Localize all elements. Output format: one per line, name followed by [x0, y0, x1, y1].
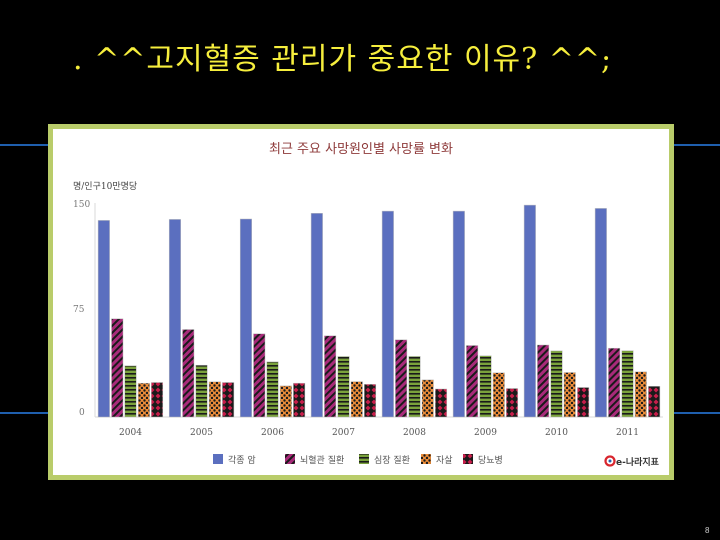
legend-label-1: 뇌혈관 질환: [300, 454, 344, 466]
bar-2006-series-1: [253, 333, 266, 418]
x-tick-label: 2011: [616, 428, 639, 438]
logo: e-나라지표: [604, 455, 660, 468]
bar-2009-series-0: [452, 210, 465, 418]
bar-2011-series-4: [648, 386, 661, 418]
page-number: 8: [705, 526, 710, 535]
legend-swatch-3: [421, 454, 431, 464]
y-tick-label-75: 75: [73, 305, 85, 315]
legend-label-0: 각종 암: [228, 454, 256, 466]
bar-2010-series-0: [523, 204, 536, 418]
bar-2011-series-1: [608, 347, 621, 418]
bar-2006-series-3: [279, 385, 292, 418]
bar-2008-series-3: [421, 379, 434, 418]
bar-2009-series-4: [506, 388, 519, 418]
bar-2007-series-4: [364, 384, 377, 418]
y-tick-label-150: 150: [73, 200, 90, 210]
legend-label-3: 자살: [436, 455, 453, 466]
bar-2009-series-2: [479, 355, 492, 418]
x-tick-label: 2004: [119, 428, 142, 438]
legend-label-2: 심장 질환: [374, 454, 410, 466]
chart-title: 최근 주요 사망원인별 사망률 변화: [269, 142, 453, 157]
legend-label-4: 당뇨병: [478, 455, 503, 466]
bar-2007-series-0: [310, 213, 323, 418]
bar-2005-series-0: [168, 219, 181, 418]
bar-2010-series-1: [537, 344, 550, 418]
bar-2008-series-2: [408, 356, 421, 418]
chart-legend: 각종 암 뇌혈관 질환 심장 질환 자살 당뇨병: [213, 454, 503, 466]
bar-2011-series-3: [634, 371, 647, 418]
bar-2007-series-1: [324, 335, 337, 418]
x-tick-label: 2008: [403, 428, 426, 438]
legend-swatch-0: [213, 454, 223, 464]
x-tick-label: 2005: [190, 428, 213, 438]
bar-2010-series-3: [563, 372, 576, 418]
x-tick-labels: 2004 2005 2006 2007 2008 2009 2010 2011: [119, 428, 639, 438]
bar-2011-series-2: [621, 350, 634, 418]
legend-swatch-1: [285, 454, 295, 464]
logo-icon: [604, 455, 616, 467]
bar-2009-series-1: [466, 345, 479, 418]
x-tick-label: 2009: [474, 428, 497, 438]
bar-2006-series-2: [266, 361, 279, 418]
chart-frame: 최근 주요 사망원인별 사망률 변화 명/인구10만명당 150 75 0 20…: [48, 124, 674, 480]
x-tick-label: 2006: [261, 428, 284, 438]
bar-2008-series-1: [395, 339, 408, 418]
bar-2005-series-2: [195, 364, 208, 418]
x-tick-label: 2007: [332, 428, 355, 438]
bar-2008-series-4: [435, 388, 448, 418]
bar-2005-series-3: [208, 381, 221, 418]
chart-svg: 최근 주요 사망원인별 사망률 변화 명/인구10만명당 150 75 0 20…: [73, 142, 663, 468]
bar-2005-series-4: [222, 382, 235, 418]
y-axis-label: 명/인구10만명당: [73, 181, 137, 192]
bar-2009-series-3: [492, 372, 505, 418]
bar-2004-series-3: [137, 382, 150, 418]
bar-2006-series-0: [239, 218, 252, 418]
bar-2004-series-0: [97, 220, 110, 418]
bars-group: [97, 204, 661, 418]
bar-2004-series-4: [151, 382, 164, 418]
bar-2010-series-2: [550, 350, 563, 418]
bar-2005-series-1: [182, 329, 195, 418]
bar-2011-series-0: [594, 208, 607, 418]
bar-2007-series-2: [337, 356, 350, 418]
legend-swatch-2: [359, 454, 369, 464]
bar-2007-series-3: [350, 381, 363, 418]
bar-2008-series-0: [381, 210, 394, 418]
y-tick-label-0: 0: [79, 408, 85, 418]
x-tick-label: 2010: [545, 428, 568, 438]
logo-icon-dot: [608, 459, 612, 463]
slide-title: . ^^고지혈증 관리가 중요한 이유? ^^;: [73, 42, 613, 77]
bar-2010-series-4: [577, 387, 590, 418]
bar-2006-series-4: [293, 382, 306, 418]
legend-swatch-4: [463, 454, 473, 464]
logo-text: e-나라지표: [616, 456, 660, 468]
bar-2004-series-1: [111, 318, 124, 418]
bar-2004-series-2: [124, 365, 137, 418]
